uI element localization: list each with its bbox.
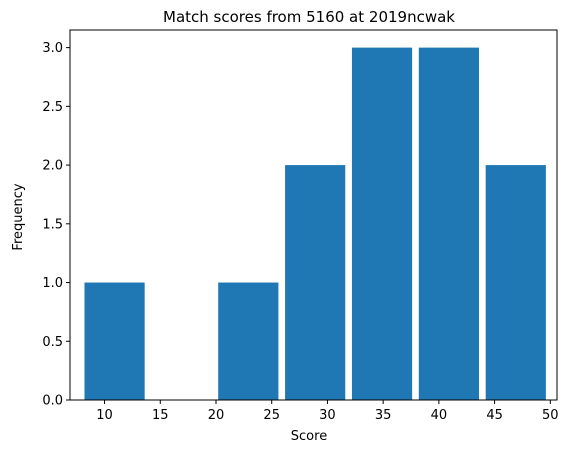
- x-tick-label: 10: [96, 408, 113, 423]
- x-tick-label: 35: [375, 408, 392, 423]
- x-tick-label: 20: [208, 408, 225, 423]
- y-axis-label: Frequency: [11, 183, 26, 250]
- histogram-bar: [351, 47, 413, 401]
- y-tick-label: 3.0: [42, 41, 63, 56]
- x-tick-label: 25: [263, 408, 280, 423]
- x-tick-label: 45: [486, 408, 503, 423]
- y-tick-label: 0.5: [42, 335, 63, 350]
- x-tick-label: 50: [542, 408, 559, 423]
- y-tick-label: 1.0: [42, 276, 63, 291]
- plot-frame: [69, 29, 558, 401]
- y-tick-label: 2.5: [42, 100, 63, 115]
- x-tick-label: 15: [152, 408, 169, 423]
- y-tick-label: 1.5: [42, 217, 63, 232]
- histogram-bar: [218, 282, 279, 400]
- x-axis-label: Score: [291, 429, 327, 444]
- y-axis-ticks: 0.0 0.5 1.0 1.5 2.0 2.5 3.0: [42, 41, 70, 409]
- histogram-bar: [285, 165, 346, 400]
- x-axis-ticks: 10 15 20 25 30 35 40 45 50: [96, 400, 559, 423]
- x-tick-label: 40: [431, 408, 448, 423]
- histogram-bar: [84, 282, 145, 400]
- x-tick-label: 30: [319, 408, 336, 423]
- bars-group: [84, 47, 546, 401]
- y-tick-label: 0.0: [42, 394, 63, 409]
- histogram-bar: [418, 47, 479, 401]
- y-tick-label: 2.0: [42, 159, 63, 174]
- chart-title: Match scores from 5160 at 2019ncwak: [163, 8, 455, 26]
- histogram-bar: [485, 165, 546, 400]
